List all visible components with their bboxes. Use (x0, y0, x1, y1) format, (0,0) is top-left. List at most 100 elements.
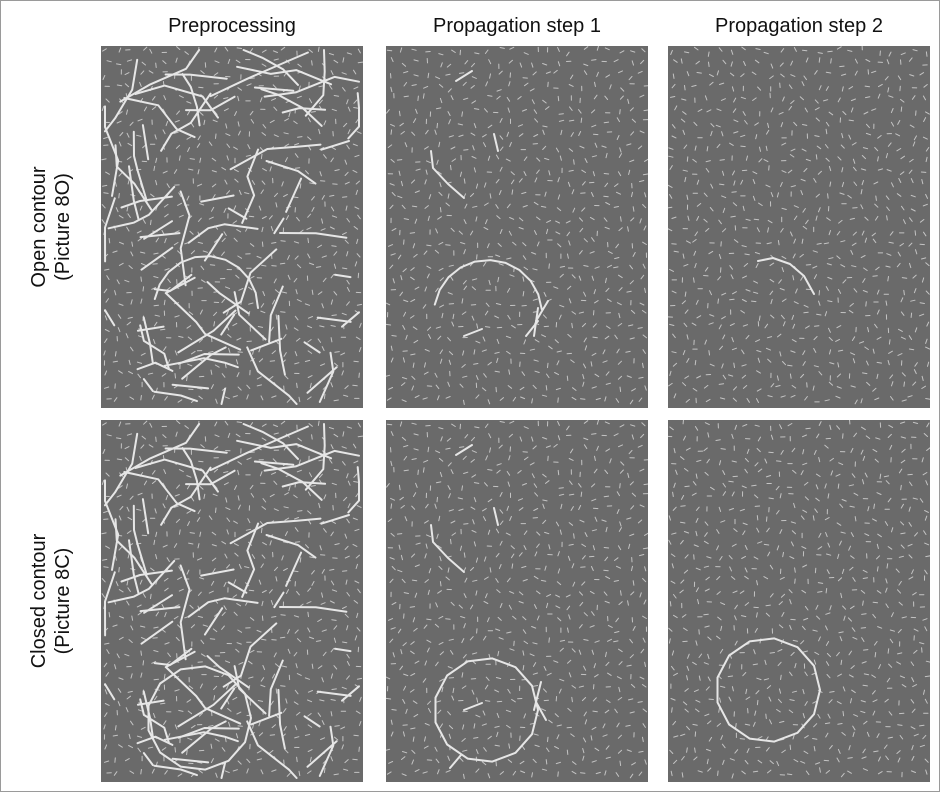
texture-dash (499, 166, 503, 172)
texture-dash (164, 612, 167, 618)
texture-dash (186, 699, 192, 703)
texture-dash (637, 70, 643, 74)
texture-dash (719, 397, 726, 400)
texture-dash (104, 744, 108, 750)
texture-dash (498, 263, 504, 266)
texture-dash (722, 374, 727, 380)
texture-dash (249, 48, 254, 53)
texture-dash (896, 750, 901, 754)
texture-dash (672, 362, 678, 367)
texture-dash (333, 665, 338, 670)
texture-dash (102, 75, 106, 80)
texture-dash (841, 133, 844, 139)
texture-dash (594, 373, 600, 378)
texture-dash (790, 185, 796, 188)
texture-dash (342, 431, 345, 437)
texture-dash (629, 638, 633, 644)
texture-dash (542, 129, 545, 135)
texture-dash (470, 567, 475, 571)
texture-dash (523, 545, 527, 550)
texture-dash (791, 339, 797, 343)
texture-dash (334, 736, 339, 741)
texture-dash (840, 659, 843, 665)
texture-dash (555, 761, 561, 765)
texture-dash (776, 460, 782, 462)
texture-dash (698, 675, 701, 681)
texture-dash (780, 181, 783, 187)
texture-dash (534, 118, 539, 123)
texture-dash (523, 171, 527, 176)
texture-dash (638, 397, 643, 402)
texture-dash (389, 557, 395, 560)
texture-dash (417, 469, 419, 475)
texture-dash (668, 206, 673, 209)
texture-dash (629, 773, 634, 779)
texture-dash (331, 482, 337, 486)
texture-dash (355, 710, 361, 714)
texture-dash (927, 361, 930, 367)
texture-dash (756, 448, 761, 453)
texture-dash (824, 483, 827, 489)
texture-dash (876, 733, 880, 738)
clutter-segment (220, 687, 236, 710)
texture-dash (236, 372, 240, 378)
texture-dash (190, 350, 196, 355)
texture-dash (323, 528, 327, 533)
texture-dash (532, 758, 537, 763)
texture-dash (800, 373, 805, 379)
texture-dash (848, 309, 854, 314)
texture-dash (583, 420, 589, 424)
texture-dash (437, 590, 442, 594)
clutter-segment (525, 320, 539, 337)
texture-dash (675, 469, 678, 475)
target-contour (147, 665, 252, 771)
texture-dash (728, 480, 734, 483)
texture-dash (582, 555, 586, 560)
texture-dash (270, 326, 274, 332)
texture-dash (740, 134, 746, 138)
texture-dash (221, 611, 226, 616)
texture-dash (910, 726, 916, 730)
texture-dash (208, 141, 213, 146)
texture-dash (716, 108, 722, 112)
texture-dash (626, 143, 632, 146)
texture-dash (523, 530, 528, 535)
texture-dash (605, 277, 607, 284)
texture-dash (816, 313, 822, 316)
texture-dash (921, 385, 926, 389)
texture-dash (413, 627, 418, 632)
texture-dash (776, 709, 781, 713)
texture-dash (256, 255, 262, 259)
texture-dash (448, 351, 454, 356)
texture-dash (871, 232, 876, 237)
texture-dash (141, 61, 146, 66)
texture-dash (531, 772, 533, 778)
texture-dash (427, 326, 432, 331)
texture-dash (703, 192, 708, 197)
texture-dash (105, 672, 109, 677)
texture-dash (102, 422, 107, 426)
texture-dash (751, 71, 757, 75)
texture-dash (476, 697, 479, 703)
texture-dash (566, 51, 570, 57)
texture-dash (321, 346, 325, 351)
texture-dash (565, 220, 571, 224)
texture-dash (522, 205, 528, 208)
texture-dash (756, 388, 762, 392)
texture-dash (901, 372, 906, 377)
texture-dash (400, 275, 403, 281)
texture-dash (483, 600, 489, 604)
texture-dash (238, 189, 242, 195)
texture-dash (825, 86, 829, 91)
texture-dash (329, 568, 335, 571)
texture-dash (439, 277, 444, 282)
texture-dash (447, 567, 450, 573)
clutter-segment (285, 177, 303, 213)
texture-dash (825, 625, 828, 631)
texture-dash (925, 769, 928, 775)
texture-dash (199, 485, 204, 490)
texture-dash (704, 713, 710, 717)
texture-dash (583, 46, 589, 50)
texture-dash (862, 768, 868, 771)
texture-dash (614, 557, 619, 561)
